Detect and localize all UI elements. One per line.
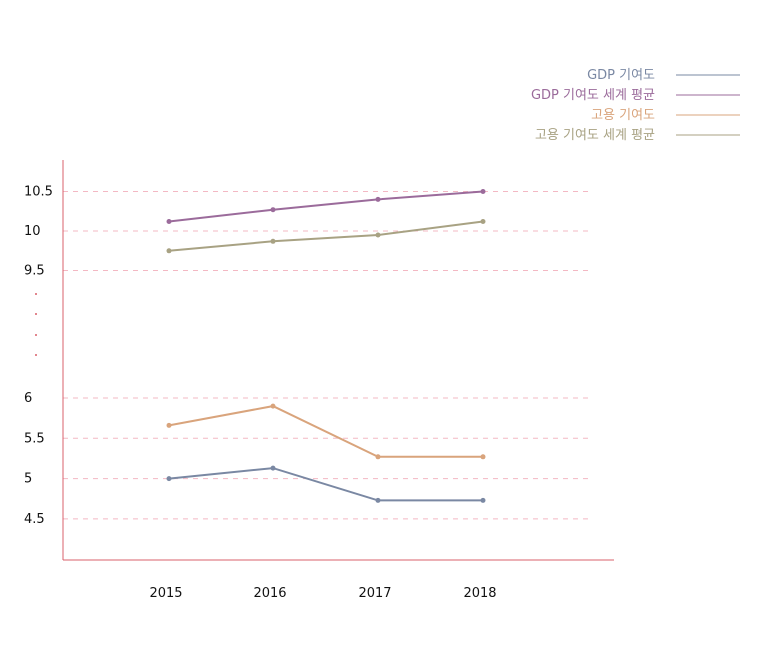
axis-break-dot: [35, 334, 37, 336]
axis-break-dot: [35, 313, 37, 315]
x-tick-label: 2018: [463, 586, 496, 601]
y-tick-label: 10: [24, 224, 41, 239]
data-point: [480, 497, 486, 503]
x-tick-label: 2017: [358, 586, 391, 601]
data-point: [270, 403, 276, 409]
data-point: [375, 196, 381, 202]
data-point: [270, 207, 276, 213]
data-point: [270, 238, 276, 244]
series-line: [168, 467, 483, 502]
legend-label: 고용 기여도 세계 평균: [535, 128, 655, 143]
y-tick-label: 10.5: [24, 185, 53, 200]
series-line: [168, 220, 484, 252]
data-point: [166, 422, 172, 428]
data-point: [166, 248, 172, 254]
series-line: [168, 405, 483, 458]
data-point: [375, 497, 381, 503]
legend-label: 고용 기여도: [591, 108, 655, 123]
data-point: [375, 454, 381, 460]
x-tick-label: 2016: [253, 586, 286, 601]
y-tick-label: 4.5: [24, 512, 45, 527]
data-point: [480, 219, 486, 224]
y-tick-label: 5.5: [24, 431, 45, 446]
data-point: [375, 232, 381, 238]
grid-lines: [63, 191, 588, 520]
legend-label: GDP 기여도 세계 평균: [531, 88, 655, 103]
x-tick-label: 2015: [149, 586, 182, 601]
axes: [62, 160, 614, 561]
data-point: [166, 476, 172, 482]
y-tick-labels: 10.5 10 9.5 6 5.5 5 4.5: [24, 185, 53, 527]
data-point: [480, 189, 486, 194]
data-point: [166, 219, 172, 224]
axis-break-dot: [35, 293, 37, 295]
axis-break-marks: [35, 293, 37, 356]
y-tick-label: 6: [24, 391, 32, 406]
y-tick-label: 5: [24, 472, 32, 487]
y-tick-label: 9.5: [24, 264, 45, 279]
axis-break-dot: [35, 354, 37, 356]
data-point: [270, 465, 276, 471]
data-point: [480, 454, 486, 460]
series-layer: [166, 189, 486, 503]
x-tick-labels: 2015 2016 2017 2018: [149, 586, 496, 601]
series-line: [168, 190, 484, 223]
legend-label: GDP 기여도: [587, 68, 655, 83]
